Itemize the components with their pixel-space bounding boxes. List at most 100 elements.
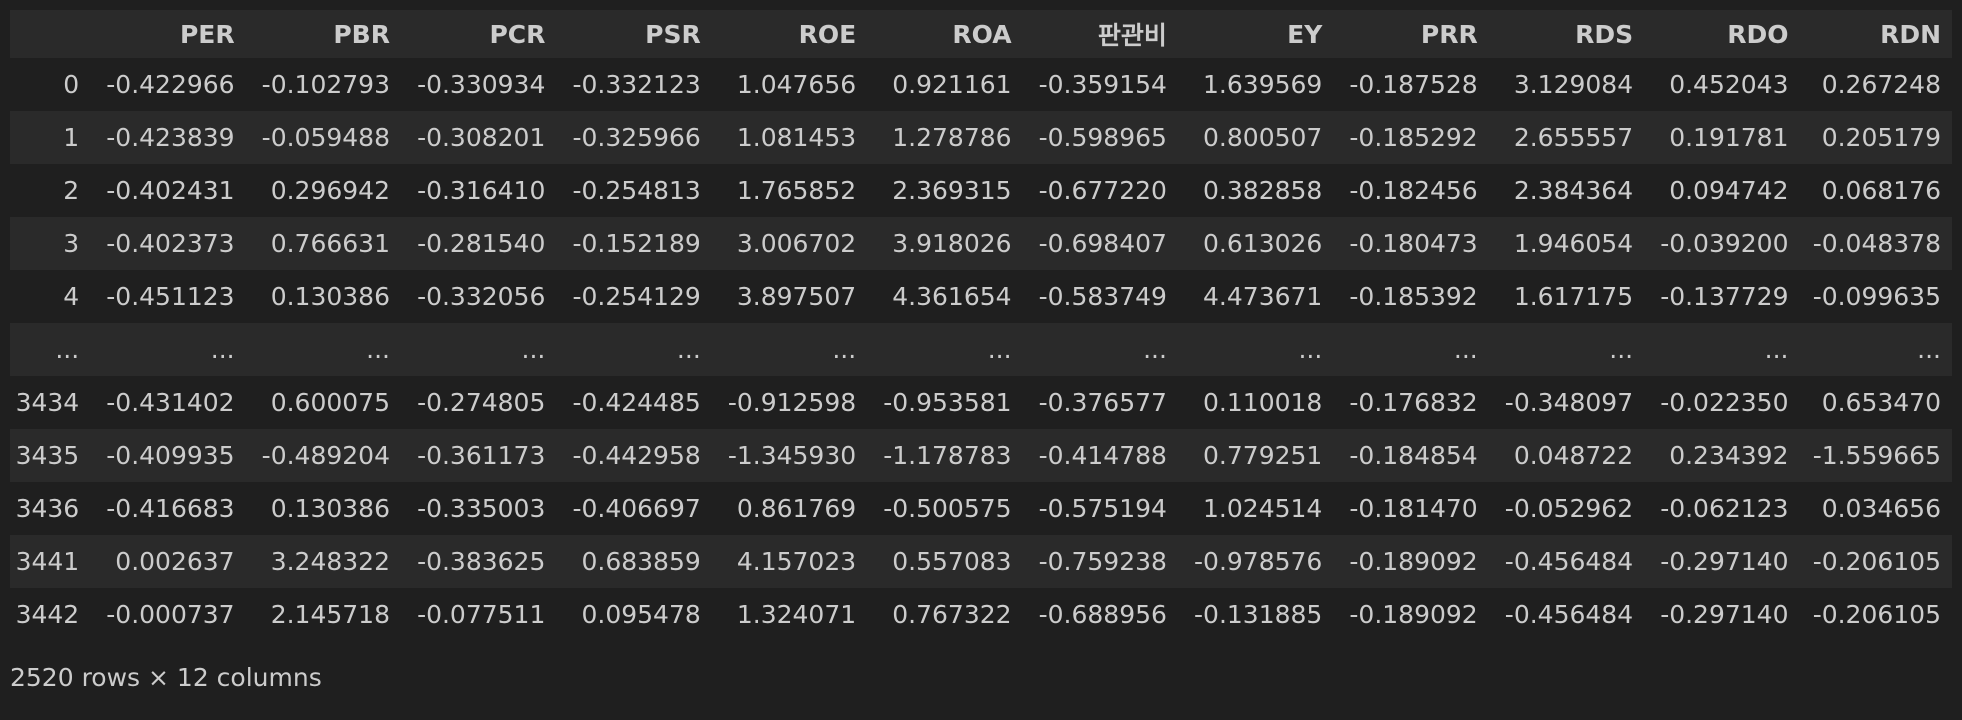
table-cell: -0.414788 bbox=[1038, 441, 1167, 470]
table-cell: 0.452043 bbox=[1669, 70, 1789, 99]
table-cell: ... bbox=[210, 335, 235, 364]
shape-label: 2520 rows × 12 columns bbox=[10, 663, 322, 692]
table-cell: -0.062123 bbox=[1660, 494, 1789, 523]
table-cell: -0.137729 bbox=[1660, 282, 1789, 311]
table-row: 3436 -0.416683 0.130386 -0.335003 -0.406697 0… bbox=[10, 482, 1952, 535]
table-cell: -0.048378 bbox=[1812, 229, 1941, 258]
table-cell: 3.248322 bbox=[270, 547, 390, 576]
row-index: 3436 bbox=[15, 494, 80, 523]
row-index: 1 bbox=[63, 123, 80, 152]
table-cell: -0.297140 bbox=[1660, 547, 1789, 576]
row-index: 3441 bbox=[15, 547, 80, 576]
table-cell: -0.187528 bbox=[1349, 70, 1478, 99]
table-cell: 3.129084 bbox=[1513, 70, 1634, 99]
table-cell: -0.274805 bbox=[417, 388, 546, 417]
dataframe-table: PER PBR PCR PSR ROE ROA 판관비 EY PRR RDS RDO RDN 0 -0.… bbox=[10, 10, 1952, 641]
table-cell: -0.181470 bbox=[1349, 494, 1478, 523]
table-cell: -0.330934 bbox=[417, 70, 546, 99]
table-cell: 1.324071 bbox=[736, 600, 857, 629]
table-cell: 1.081453 bbox=[736, 123, 857, 152]
table-cell: -0.348097 bbox=[1504, 388, 1634, 417]
table-cell: 3.897507 bbox=[736, 282, 857, 311]
table-cell: ... bbox=[366, 335, 390, 364]
table-row: 3434 -0.431402 0.600075 -0.274805 -0.424485-… bbox=[10, 376, 1952, 429]
table-cell: -0.022350 bbox=[1660, 388, 1789, 417]
table-row: 1 -0.423839 -0.059488 -0.308201 -0.325966 1.0… bbox=[10, 111, 1952, 164]
table-cell: -0.376577 bbox=[1038, 388, 1167, 417]
table-cell: 1.024514 bbox=[1203, 494, 1323, 523]
table-row: 2 -0.402431 0.296942 -0.316410 -0.254813 1.76… bbox=[10, 164, 1952, 217]
dataframe-output: PER PBR PCR PSR ROE ROA 판관비 EY PRR RDS RDO RDN 0 -0.… bbox=[10, 10, 1952, 692]
table-cell: 1.617175 bbox=[1513, 282, 1634, 311]
table-cell: -0.332056 bbox=[417, 282, 546, 311]
table-cell: 0.557083 bbox=[892, 547, 1012, 576]
table-cell: 0.296942 bbox=[270, 176, 390, 205]
table-cell: -0.297140 bbox=[1660, 600, 1789, 629]
table-cell: -0.206105 bbox=[1812, 600, 1941, 629]
table-body: 0 -0.422966 -0.102793 -0.330934 -0.332123 1.0… bbox=[10, 58, 1952, 641]
column-header: PCR bbox=[489, 19, 546, 49]
table-cell: 2.655557 bbox=[1513, 123, 1634, 152]
table-row: 3442 -0.000737 2.145718 -0.077511 0.095478 1.… bbox=[10, 588, 1952, 641]
column-header: RDO bbox=[1727, 19, 1789, 49]
table-cell: -0.325966 bbox=[572, 123, 701, 152]
table-cell: ... bbox=[1764, 335, 1789, 364]
table-cell: 1.765852 bbox=[736, 176, 857, 205]
table-cell: -0.409935 bbox=[106, 441, 235, 470]
table-cell: 1.047656 bbox=[736, 70, 857, 99]
table-cell: -0.442958 bbox=[572, 441, 701, 470]
table-cell: 0.267248 bbox=[1821, 70, 1941, 99]
table-cell: 0.205179 bbox=[1821, 123, 1941, 152]
column-header: PER bbox=[179, 19, 235, 49]
table-cell: -1.559665 bbox=[1812, 441, 1941, 470]
table-cell: -1.178783 bbox=[883, 441, 1012, 470]
table-cell: -0.182456 bbox=[1349, 176, 1478, 205]
table-cell: -0.451123 bbox=[106, 282, 235, 311]
table-cell: -0.099635 bbox=[1812, 282, 1941, 311]
column-header: RDN bbox=[1880, 19, 1941, 49]
table-cell: -0.953581 bbox=[883, 388, 1012, 417]
table-cell: -0.059488 bbox=[261, 123, 390, 152]
table-cell: -0.189092 bbox=[1349, 547, 1478, 576]
table-cell: 1.946054 bbox=[1513, 229, 1634, 258]
column-header: ROA bbox=[952, 19, 1012, 49]
table-cell: 4.361654 bbox=[892, 282, 1012, 311]
header-row: PER PBR PCR PSR ROE ROA 판관비 EY PRR RDS RDO RDN bbox=[10, 10, 1952, 58]
table-cell: 3.006702 bbox=[736, 229, 857, 258]
table-cell: 0.766631 bbox=[270, 229, 390, 258]
table-cell: -0.677220 bbox=[1038, 176, 1167, 205]
table-row: 3441 0.002637 3.248322 -0.383625 0.683859 4.1… bbox=[10, 535, 1952, 588]
table-cell: -0.598965 bbox=[1038, 123, 1167, 152]
table-cell: 4.473671 bbox=[1203, 282, 1323, 311]
table-cell: -0.402373 bbox=[106, 229, 235, 258]
table-cell: -0.361173 bbox=[417, 441, 546, 470]
column-header: PBR bbox=[333, 19, 390, 49]
table-cell: -0.335003 bbox=[417, 494, 546, 523]
table-cell: -0.423839 bbox=[106, 123, 235, 152]
table-cell: -0.039200 bbox=[1660, 229, 1789, 258]
table-cell: 0.094742 bbox=[1669, 176, 1789, 205]
table-row: 4 -0.451123 0.130386 -0.332056 -0.254129 3.89… bbox=[10, 270, 1952, 323]
index-header bbox=[10, 10, 90, 58]
table-cell: 0.779251 bbox=[1203, 441, 1323, 470]
table-cell: 0.767322 bbox=[892, 600, 1012, 629]
column-header: PSR bbox=[645, 19, 701, 49]
table-cell: -0.281540 bbox=[417, 229, 546, 258]
table-row: 0 -0.422966 -0.102793 -0.330934 -0.332123 1.0… bbox=[10, 58, 1952, 111]
column-header: ROE bbox=[798, 19, 857, 49]
table-cell: 0.095478 bbox=[581, 600, 701, 629]
table-cell: ... bbox=[987, 335, 1012, 364]
table-cell: -0.383625 bbox=[417, 547, 546, 576]
table-cell: 0.800507 bbox=[1203, 123, 1323, 152]
row-index: 3 bbox=[63, 229, 80, 258]
table-cell: -0.978576 bbox=[1194, 547, 1323, 576]
table-cell: 0.861769 bbox=[736, 494, 857, 523]
table-cell: 0.191781 bbox=[1669, 123, 1789, 152]
table-cell: -0.698407 bbox=[1038, 229, 1167, 258]
table-cell: ... bbox=[1453, 335, 1478, 364]
column-header: RDS bbox=[1575, 19, 1634, 49]
table-cell: -0.254813 bbox=[572, 176, 701, 205]
table-cell: ... bbox=[1609, 335, 1634, 364]
table-cell: 0.068176 bbox=[1821, 176, 1941, 205]
row-index: 3435 bbox=[15, 441, 80, 470]
